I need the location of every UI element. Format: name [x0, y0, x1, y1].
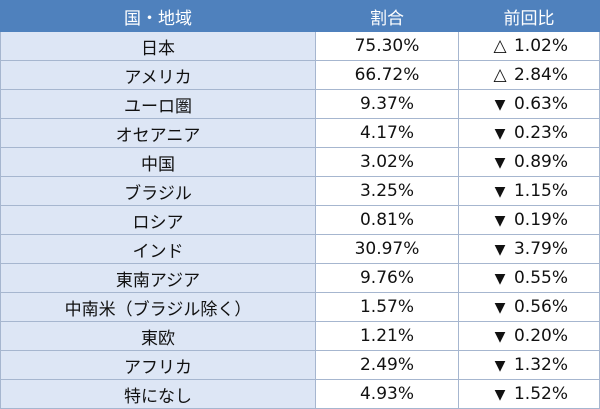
table-row: 特になし 4.93% ▼ 1.52% [0, 379, 600, 409]
change-value: 1.32% [513, 355, 568, 375]
triangle-down-filled-icon: ▼ [494, 300, 506, 316]
table-row: オセアニア 4.17% ▼ 0.23% [0, 118, 600, 148]
triangle-down-filled-icon: ▼ [494, 97, 506, 113]
triangle-down-filled-icon: ▼ [494, 155, 506, 171]
triangle-down-filled-icon: ▼ [494, 126, 506, 142]
region-cell: ユーロ圏 [0, 89, 316, 119]
yoy-cell: ▼ 0.56% [458, 292, 600, 322]
change-value: 0.63% [513, 94, 568, 114]
change-value: 0.89% [513, 152, 568, 172]
triangle-up-outline-icon: △ [493, 65, 507, 85]
share-cell: 0.81% [315, 205, 459, 235]
yoy-cell: ▼ 0.19% [458, 205, 600, 235]
triangle-down-filled-icon: ▼ [494, 184, 506, 200]
change-value: 0.23% [513, 123, 568, 143]
yoy-cell: ▼ 1.15% [458, 176, 600, 206]
yoy-cell: △ 2.84% [458, 60, 600, 90]
share-cell: 66.72% [315, 60, 459, 90]
header-yoy: 前回比 [458, 0, 600, 32]
triangle-up-outline-icon: △ [493, 36, 507, 56]
table-header: 国・地域 割合 前回比 [0, 0, 600, 32]
header-row: 国・地域 割合 前回比 [0, 0, 600, 32]
header-region: 国・地域 [0, 0, 316, 32]
yoy-cell: ▼ 0.23% [458, 118, 600, 148]
change-value: 1.15% [513, 181, 568, 201]
share-cell: 2.49% [315, 350, 459, 380]
triangle-down-filled-icon: ▼ [494, 358, 506, 374]
region-cell: 中国 [0, 147, 316, 177]
yoy-cell: ▼ 0.89% [458, 147, 600, 177]
table-row: ユーロ圏 9.37% ▼ 0.63% [0, 89, 600, 119]
share-cell: 3.02% [315, 147, 459, 177]
share-cell: 75.30% [315, 31, 459, 61]
yoy-cell: ▼ 1.52% [458, 379, 600, 409]
table-row: アフリカ 2.49% ▼ 1.32% [0, 350, 600, 380]
region-cell: アメリカ [0, 60, 316, 90]
region-cell: 特になし [0, 379, 316, 409]
share-cell: 9.37% [315, 89, 459, 119]
region-cell: オセアニア [0, 118, 316, 148]
table-row: 東欧 1.21% ▼ 0.20% [0, 321, 600, 351]
share-cell: 1.57% [315, 292, 459, 322]
table-body: 日本 75.30% △ 1.02% アメリカ 66.72% △ 2.84% ユーロ圏 9.37% ▼… [0, 31, 600, 409]
share-cell: 4.17% [315, 118, 459, 148]
table-row: アメリカ 66.72% △ 2.84% [0, 60, 600, 90]
share-cell: 30.97% [315, 234, 459, 264]
table-row: インド 30.97% ▼ 3.79% [0, 234, 600, 264]
share-cell: 9.76% [315, 263, 459, 293]
share-cell: 3.25% [315, 176, 459, 206]
table-row: 中国 3.02% ▼ 0.89% [0, 147, 600, 177]
change-value: 0.55% [513, 268, 568, 288]
table-row: 日本 75.30% △ 1.02% [0, 31, 600, 61]
triangle-down-filled-icon: ▼ [494, 271, 506, 287]
share-cell: 1.21% [315, 321, 459, 351]
triangle-down-filled-icon: ▼ [494, 329, 506, 345]
change-value: 1.02% [513, 36, 568, 56]
region-cell: ブラジル [0, 176, 316, 206]
triangle-down-filled-icon: ▼ [494, 213, 506, 229]
yoy-cell: ▼ 0.20% [458, 321, 600, 351]
change-value: 0.20% [513, 326, 568, 346]
region-cell: 日本 [0, 31, 316, 61]
region-cell: 東欧 [0, 321, 316, 351]
region-cell: 東南アジア [0, 263, 316, 293]
change-value: 0.19% [513, 210, 568, 230]
region-cell: ロシア [0, 205, 316, 235]
triangle-down-filled-icon: ▼ [494, 242, 506, 258]
yoy-cell: △ 1.02% [458, 31, 600, 61]
table-row: ブラジル 3.25% ▼ 1.15% [0, 176, 600, 206]
table-row: 東南アジア 9.76% ▼ 0.55% [0, 263, 600, 293]
yoy-cell: ▼ 3.79% [458, 234, 600, 264]
yoy-cell: ▼ 0.55% [458, 263, 600, 293]
region-cell: インド [0, 234, 316, 264]
header-share: 割合 [315, 0, 459, 32]
region-cell: 中南米（ブラジル除く） [0, 292, 316, 322]
yoy-cell: ▼ 1.32% [458, 350, 600, 380]
table-row: 中南米（ブラジル除く） 1.57% ▼ 0.56% [0, 292, 600, 322]
region-cell: アフリカ [0, 350, 316, 380]
share-cell: 4.93% [315, 379, 459, 409]
change-value: 1.52% [513, 384, 568, 404]
yoy-cell: ▼ 0.63% [458, 89, 600, 119]
change-value: 0.56% [513, 297, 568, 317]
change-value: 2.84% [513, 65, 568, 85]
change-value: 3.79% [513, 239, 568, 259]
table-row: ロシア 0.81% ▼ 0.19% [0, 205, 600, 235]
triangle-down-filled-icon: ▼ [494, 387, 506, 403]
